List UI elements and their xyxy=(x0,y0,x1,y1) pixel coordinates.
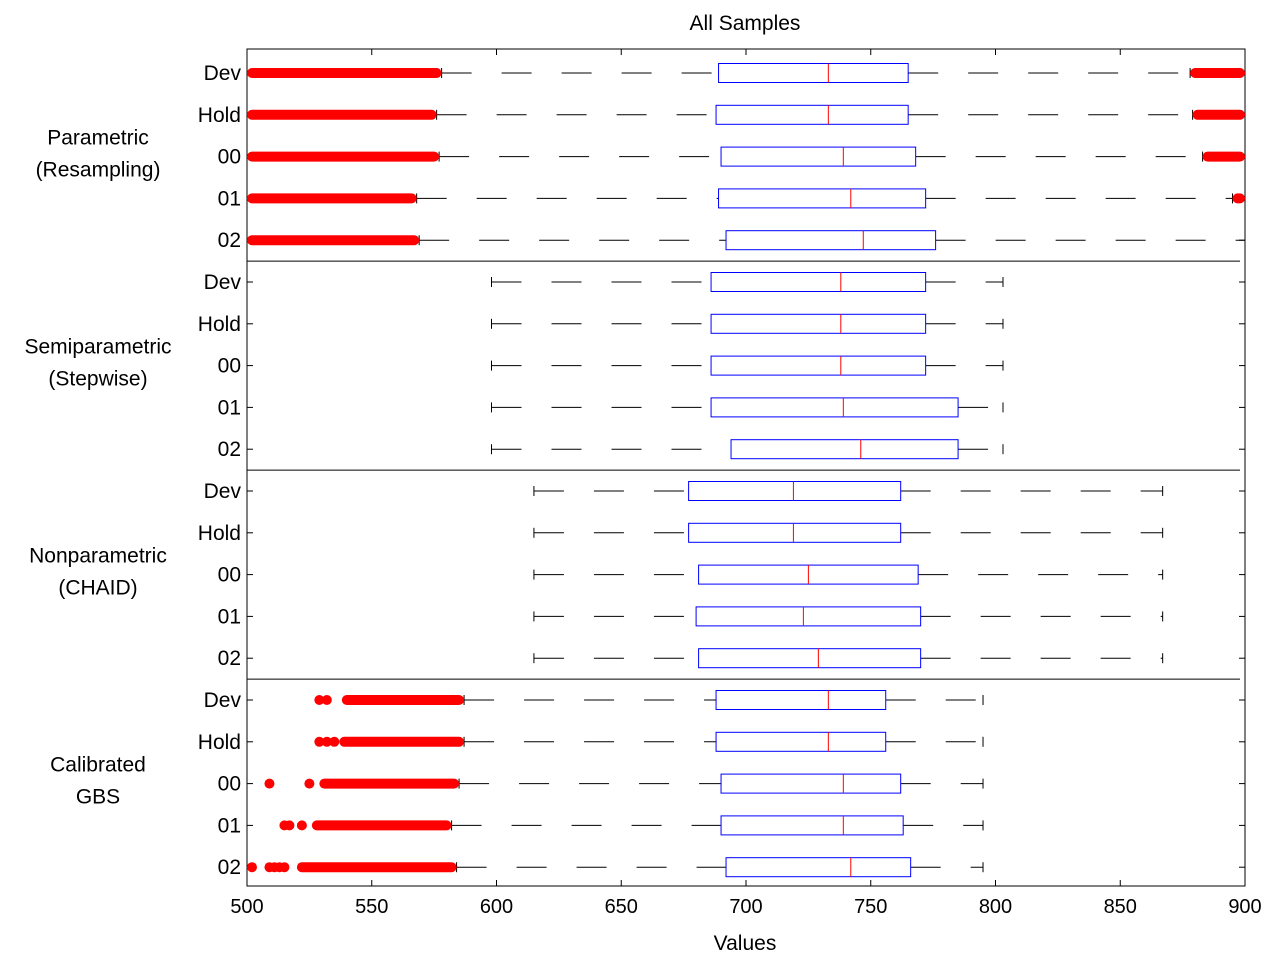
group-label: (Stepwise) xyxy=(48,368,147,391)
group-label: Parametric xyxy=(47,127,149,150)
iqr-box xyxy=(688,481,902,501)
iqr-box xyxy=(720,815,904,836)
x-axis-label: Values xyxy=(714,932,777,955)
row-label: 01 xyxy=(218,605,241,628)
row-label: Dev xyxy=(204,271,242,294)
outlier-cluster xyxy=(319,778,460,789)
outlier-cluster xyxy=(247,193,417,204)
iqr-box xyxy=(715,104,909,125)
outlier-cluster xyxy=(247,68,442,78)
outlier-point xyxy=(246,862,257,873)
outlier-cluster xyxy=(1202,151,1245,162)
row-label: Hold xyxy=(198,313,241,336)
iqr-box xyxy=(710,397,959,418)
group-label: (Resampling) xyxy=(36,159,161,182)
iqr-box xyxy=(715,690,887,710)
iqr-box xyxy=(725,230,937,251)
outlier-cluster xyxy=(1232,193,1245,204)
outlier-cluster xyxy=(247,109,437,120)
iqr-box xyxy=(718,188,927,209)
row-label: 02 xyxy=(218,647,241,670)
row-label: 01 xyxy=(218,187,241,210)
x-tick-label: 550 xyxy=(355,896,388,918)
plot-area: 500 550 600 650 700 750 800 850 900 Parametric (Re… xyxy=(24,48,1262,918)
iqr-box xyxy=(710,313,927,334)
outlier-cluster xyxy=(311,820,452,831)
x-tick-label: 900 xyxy=(1228,896,1261,918)
row-label: 00 xyxy=(218,564,241,587)
outlier-cluster xyxy=(1192,109,1245,120)
iqr-box xyxy=(718,63,909,83)
plot-frame xyxy=(246,48,1246,887)
outlier-cluster xyxy=(341,695,465,705)
outlier-point xyxy=(304,778,315,789)
iqr-box xyxy=(715,731,887,752)
x-tick-label: 650 xyxy=(605,896,638,918)
row-label: 02 xyxy=(218,438,241,461)
outlier-point xyxy=(329,736,340,747)
x-tick-label: 800 xyxy=(979,896,1012,918)
iqr-box xyxy=(698,648,922,669)
outlier-cluster xyxy=(296,862,457,873)
iqr-box xyxy=(710,272,927,292)
outlier-point xyxy=(314,695,325,705)
iqr-box xyxy=(688,522,902,543)
row-label: 01 xyxy=(218,396,241,419)
row-label: Dev xyxy=(204,689,242,712)
x-tick-label: 750 xyxy=(854,896,887,918)
outlier-point xyxy=(284,820,295,831)
row-label: Hold xyxy=(198,522,241,545)
outlier-point xyxy=(321,695,332,705)
row-label: Hold xyxy=(198,731,241,754)
row-label: Dev xyxy=(204,480,242,503)
x-tick-label: 600 xyxy=(480,896,513,918)
iqr-box xyxy=(725,857,912,878)
iqr-box xyxy=(720,146,917,167)
group-label: GBS xyxy=(76,786,120,809)
iqr-box xyxy=(730,439,959,460)
iqr-box xyxy=(695,606,922,627)
row-label: 02 xyxy=(218,229,241,252)
x-tick-label: 850 xyxy=(1104,896,1137,918)
chart-title: All Samples xyxy=(690,12,801,35)
x-tick-label: 700 xyxy=(729,896,762,918)
row-label: 01 xyxy=(218,814,241,837)
group-label: Calibrated xyxy=(50,754,146,777)
row-label: 02 xyxy=(218,856,241,879)
row-label: 00 xyxy=(218,773,241,796)
x-tick-label: 500 xyxy=(230,896,263,918)
row-label: 00 xyxy=(218,146,241,169)
outlier-cluster xyxy=(247,151,440,162)
outlier-cluster xyxy=(339,736,465,747)
outlier-point xyxy=(321,736,332,747)
outlier-point xyxy=(296,820,307,831)
outlier-point xyxy=(279,862,290,873)
group-label: Nonparametric xyxy=(29,545,167,568)
iqr-box xyxy=(720,773,902,794)
row-label: Dev xyxy=(204,62,242,85)
outlier-cluster xyxy=(247,235,420,246)
outlier-point xyxy=(264,778,275,789)
outlier-point xyxy=(314,736,325,747)
iqr-box xyxy=(710,355,927,376)
row-label: 00 xyxy=(218,355,241,378)
group-label: (CHAID) xyxy=(58,577,137,600)
outlier-cluster xyxy=(1190,68,1245,78)
group-label: Semiparametric xyxy=(24,336,171,359)
row-label: Hold xyxy=(198,104,241,127)
